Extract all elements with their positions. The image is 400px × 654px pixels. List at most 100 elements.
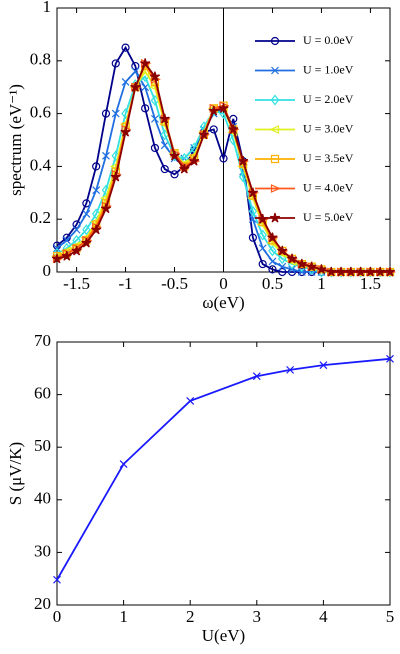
x-axis-label: U(eV) xyxy=(202,626,245,645)
x-tick-label: 5 xyxy=(386,607,395,626)
y-tick-label: 0.8 xyxy=(30,50,51,69)
data-point xyxy=(131,61,140,71)
x-axis-label: ω(eV) xyxy=(202,293,244,312)
legend-marker xyxy=(270,94,280,106)
series-line xyxy=(56,357,391,581)
legend-label: U = 5.0eV xyxy=(303,210,354,224)
y-tick-label: 0.6 xyxy=(30,103,51,122)
data-point xyxy=(72,225,81,234)
data-point xyxy=(286,365,295,374)
data-point xyxy=(189,155,200,166)
data-point xyxy=(365,266,376,277)
data-point xyxy=(218,103,229,113)
data-point xyxy=(248,233,257,242)
data-point xyxy=(268,257,277,266)
data-point xyxy=(121,43,130,52)
data-point xyxy=(189,142,199,154)
data-point xyxy=(375,266,386,277)
data-point xyxy=(170,170,179,179)
data-point xyxy=(150,143,160,153)
data-point xyxy=(355,266,366,277)
data-point xyxy=(247,187,258,198)
y-tick-label: 60 xyxy=(34,384,51,403)
data-point xyxy=(130,82,141,92)
data-point xyxy=(131,67,140,76)
y-tick-label: 0.4 xyxy=(30,155,52,174)
data-point xyxy=(102,151,110,160)
legend-label: U = 1.0eV xyxy=(303,62,354,76)
data-point xyxy=(319,361,328,370)
data-point xyxy=(278,267,287,277)
data-point xyxy=(219,154,228,163)
x-tick-label: -0.5 xyxy=(161,274,188,293)
legend-label: U = 3.0eV xyxy=(303,121,354,135)
data-point xyxy=(62,236,71,245)
data-point xyxy=(268,245,277,257)
x-tick-label: 1.5 xyxy=(360,274,381,293)
y-tick-label: 30 xyxy=(34,541,51,560)
data-point xyxy=(267,232,278,243)
data-point xyxy=(91,208,101,220)
data-point xyxy=(101,109,111,118)
legend-marker xyxy=(271,66,279,75)
data-point xyxy=(316,264,327,274)
data-point xyxy=(53,575,61,584)
axes-frame xyxy=(56,341,391,606)
x-tick-label: 0 xyxy=(219,274,228,293)
data-point xyxy=(51,253,63,264)
y-tick-label: 1 xyxy=(43,0,52,16)
data-point xyxy=(258,259,267,269)
data-point xyxy=(111,109,120,118)
x-tick-label: -1 xyxy=(118,274,132,293)
y-tick-label: 40 xyxy=(34,489,51,508)
data-point xyxy=(140,58,151,68)
y-tick-label: 70 xyxy=(34,331,51,350)
data-point xyxy=(258,244,267,253)
data-point xyxy=(111,59,120,68)
data-point xyxy=(169,150,180,161)
data-point xyxy=(335,266,347,277)
x-tick-label: 1 xyxy=(119,607,128,626)
data-point xyxy=(159,113,170,124)
x-tick-label: 1 xyxy=(317,274,326,293)
legend-label: U = 4.0eV xyxy=(303,180,354,194)
data-point xyxy=(277,245,288,256)
data-point xyxy=(81,237,92,248)
data-point xyxy=(252,372,261,381)
y-tick-label: 0 xyxy=(43,261,52,280)
data-point xyxy=(92,162,101,171)
x-tick-label: 0.5 xyxy=(262,274,283,293)
data-point xyxy=(268,265,277,274)
data-point xyxy=(258,229,267,241)
legend-marker xyxy=(270,184,281,193)
data-point xyxy=(306,261,317,272)
y-axis-label: S (μV/K) xyxy=(6,442,25,505)
legend-label: U = 3.5eV xyxy=(303,151,354,165)
data-point xyxy=(92,186,101,195)
data-point xyxy=(110,171,121,182)
data-point xyxy=(149,71,161,82)
data-point xyxy=(100,203,112,214)
x-tick-label: 4 xyxy=(319,607,328,626)
x-tick-label: -1.5 xyxy=(63,274,90,293)
data-point xyxy=(278,262,287,271)
x-tick-label: 2 xyxy=(186,607,195,626)
data-point xyxy=(141,104,150,113)
legend-marker xyxy=(270,36,280,46)
legend-marker xyxy=(269,212,281,223)
data-point xyxy=(186,396,195,405)
data-point xyxy=(296,258,307,269)
legend-marker xyxy=(270,154,280,164)
data-point xyxy=(160,164,169,174)
data-point xyxy=(71,245,82,256)
data-point xyxy=(151,114,159,123)
legend-marker xyxy=(269,125,280,134)
data-point xyxy=(121,77,130,86)
legend-label: U = 0.0eV xyxy=(303,33,354,47)
legend-label: U = 2.0eV xyxy=(303,92,354,106)
data-point xyxy=(91,224,102,235)
x-tick-label: 3 xyxy=(253,607,262,626)
data-point xyxy=(384,266,396,277)
y-tick-label: 0.2 xyxy=(30,208,51,227)
data-point xyxy=(326,266,337,277)
